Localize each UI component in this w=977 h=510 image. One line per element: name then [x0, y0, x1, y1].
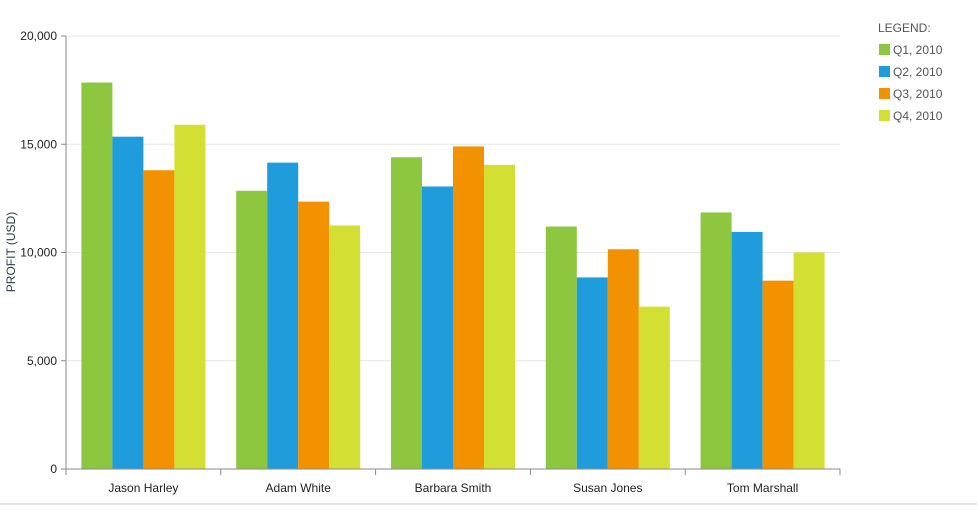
bar	[422, 186, 453, 469]
legend-label: Q1, 2010	[893, 43, 943, 57]
bar	[174, 124, 206, 469]
legend-swatch	[879, 88, 890, 99]
bar	[793, 252, 825, 469]
bar	[391, 157, 422, 470]
bar	[267, 162, 299, 469]
bar	[236, 190, 268, 470]
legend-label: Q3, 2010	[893, 87, 943, 101]
legend-label: Q2, 2010	[893, 65, 943, 79]
bar	[484, 164, 515, 469]
y-axis-title: PROFIT (USD)	[4, 212, 18, 292]
bar	[607, 249, 639, 469]
x-category-label: Barbara Smith	[415, 481, 492, 495]
y-tick-label: 5,000	[27, 354, 57, 368]
bar	[298, 201, 330, 469]
x-category-label: Tom Marshall	[727, 481, 798, 495]
legend-swatch	[879, 66, 890, 77]
legend-swatch	[879, 44, 890, 55]
bar	[731, 231, 763, 469]
legend-swatch	[879, 110, 890, 121]
x-category-label: Adam White	[266, 481, 332, 495]
legend-title: LEGEND:	[878, 21, 931, 35]
y-tick-label: 0	[50, 462, 57, 476]
bar	[545, 226, 577, 469]
y-tick-label: 10,000	[20, 246, 57, 260]
bar	[329, 225, 361, 469]
bar	[700, 212, 732, 469]
legend-label: Q4, 2010	[893, 109, 943, 123]
axes: 0 5,000 10,000 15,000 20,000 Jason Harley Adam…	[20, 29, 841, 495]
bar	[762, 280, 794, 469]
bar	[81, 82, 113, 470]
x-category-label: Susan Jones	[573, 481, 642, 495]
y-tick-label: 15,000	[20, 137, 57, 151]
x-category-label: Jason Harley	[108, 481, 178, 495]
bottom-border	[0, 503, 977, 505]
bar	[143, 170, 175, 470]
legend: LEGEND: Q1, 2010 Q2, 2010 Q3, 2010 Q4, 2010	[878, 21, 943, 123]
bars	[81, 82, 825, 470]
bar	[453, 146, 484, 470]
bar	[638, 306, 670, 469]
bar	[112, 136, 144, 470]
y-tick-label: 20,000	[20, 29, 57, 43]
bar	[576, 277, 608, 469]
